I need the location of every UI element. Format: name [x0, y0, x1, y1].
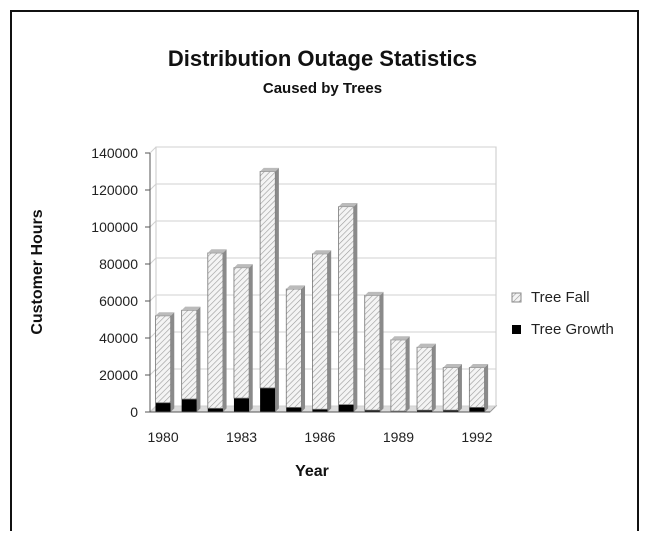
bar-tree-fall-1990	[416, 346, 433, 411]
y-tick-label: 80000	[99, 256, 138, 272]
bar-tree-growth-1988	[364, 410, 380, 412]
bar-tree-fall-1985	[285, 288, 302, 408]
y-tick-label: 140000	[91, 145, 138, 161]
x-axis-title: Year	[295, 463, 329, 480]
legend: Tree Fall Tree Growth	[511, 289, 614, 338]
bar-top-1990	[417, 343, 436, 348]
bar-side-1988	[379, 291, 384, 412]
bar-side-1985	[301, 285, 306, 412]
bar-tree-fall-1982	[207, 252, 224, 409]
chart-title: Distribution Outage Statistics	[167, 46, 478, 71]
gridline-depth	[149, 183, 157, 191]
bar-side-1980	[170, 312, 175, 412]
bar-top-1980	[155, 312, 175, 316]
x-tick-label: 1983	[226, 429, 257, 445]
bar-top-1989	[390, 336, 410, 340]
legend-label-tree-fall: Tree Fall	[531, 289, 590, 306]
x-tick-label: 1992	[461, 429, 492, 445]
gridline-depth	[149, 294, 157, 302]
bar-tree-fall-1991	[442, 367, 459, 411]
bar-side-1987	[353, 203, 358, 412]
bar-top-1981	[181, 306, 201, 311]
y-tick-label: 120000	[91, 182, 138, 198]
bar-tree-growth-1982	[207, 408, 223, 412]
bar-top-1992	[469, 364, 489, 368]
legend-swatch-tree-growth	[512, 325, 521, 334]
gridline-depth	[149, 146, 157, 154]
bar-side-1981	[196, 306, 201, 412]
bar-top-1986	[312, 250, 332, 254]
bar-tree-growth-1984	[260, 387, 276, 412]
y-tick-label: 20000	[99, 367, 138, 383]
bar-tree-growth-1981	[181, 399, 197, 412]
bar-side-1989	[406, 336, 410, 412]
gridline-depth	[149, 368, 157, 376]
bar-side-1990	[432, 343, 436, 412]
bar-top-1983	[233, 264, 253, 268]
bar-top-1987	[338, 203, 358, 207]
x-tick-label: 1986	[304, 429, 335, 445]
bar-tree-fall-1986	[312, 253, 328, 410]
bar-tree-fall-1989	[390, 339, 407, 412]
bar-tree-fall-1980	[155, 315, 172, 404]
bar-side-1991	[458, 364, 462, 412]
x-tick-label: 1989	[383, 429, 414, 445]
y-tick-label: 0	[130, 404, 138, 420]
legend-swatch-tree-fall	[511, 292, 522, 303]
bar-tree-growth-1985	[286, 407, 302, 412]
gridline-depth	[149, 405, 157, 413]
bar-top-1982	[207, 249, 227, 253]
bar-tree-fall-1988	[364, 295, 381, 411]
gridline-depth	[149, 331, 157, 339]
y-tick-label: 100000	[91, 219, 138, 235]
bar-side-1983	[249, 264, 253, 412]
chart-subtitle: Caused by Trees	[262, 80, 383, 97]
bar-side-1982	[222, 249, 227, 412]
bar-top-1991	[443, 364, 462, 368]
bar-top-1984	[260, 167, 279, 172]
bar-tree-fall-1981	[181, 309, 198, 400]
legend-label-tree-growth: Tree Growth	[531, 321, 614, 338]
bar-tree-growth-1983	[233, 398, 250, 412]
bar-top-1985	[286, 285, 306, 289]
gridline-depth	[149, 220, 157, 228]
bar-top-1988	[364, 291, 384, 296]
bar-tree-growth-1986	[312, 409, 328, 412]
bar-side-1986	[327, 250, 332, 412]
bar-side-1984	[275, 167, 279, 412]
bar-tree-growth-1991	[443, 410, 459, 412]
bar-tree-growth-1990	[417, 410, 433, 412]
x-tick-label: 1980	[147, 429, 178, 445]
bar-tree-fall-1987	[338, 206, 355, 405]
bar-tree-growth-1980	[155, 402, 171, 412]
y-tick-label: 40000	[99, 330, 138, 346]
y-axis-title: Customer Hours	[29, 209, 46, 334]
gridline-depth	[149, 257, 157, 265]
y-tick-label: 60000	[99, 293, 138, 309]
bar-tree-fall-1992	[468, 367, 485, 408]
bar-tree-fall-1983	[233, 267, 250, 399]
bar-tree-growth-1987	[338, 404, 354, 412]
bar-tree-growth-1992	[469, 407, 485, 412]
bar-side-1992	[484, 364, 489, 412]
bar-tree-fall-1984	[259, 171, 276, 389]
